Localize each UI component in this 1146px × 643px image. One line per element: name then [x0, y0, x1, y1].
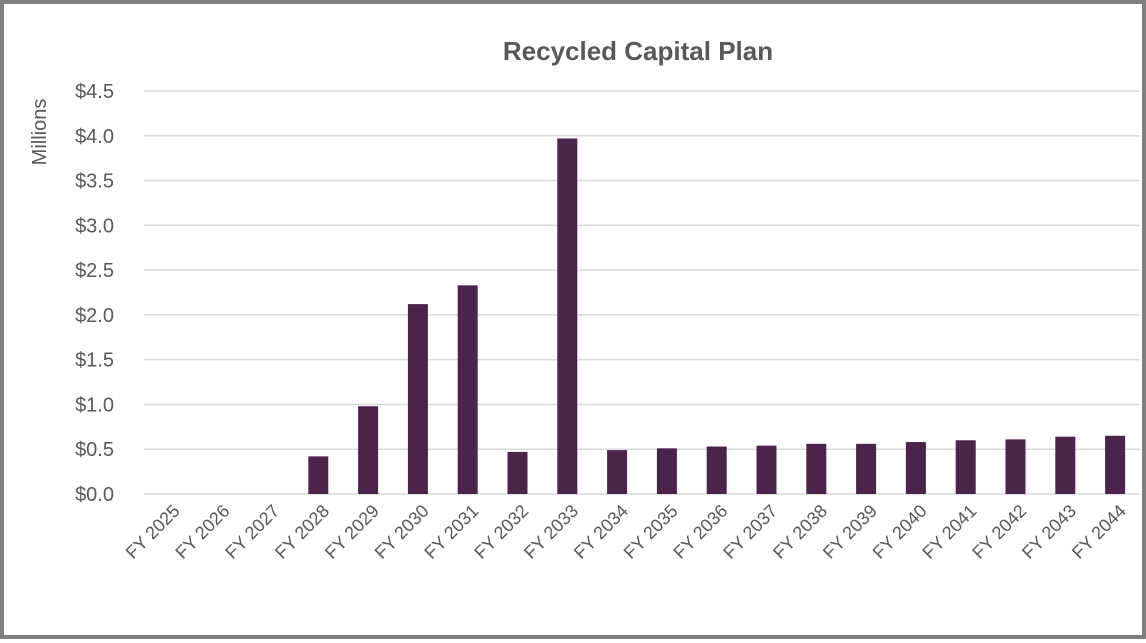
- x-tick-label: FY 2026: [171, 501, 233, 563]
- bar: [806, 443, 827, 494]
- x-tick-label: FY 2030: [371, 501, 433, 563]
- bar: [557, 138, 578, 494]
- bar: [1055, 436, 1076, 494]
- x-tick-label: FY 2028: [271, 501, 333, 563]
- x-tick-label: FY 2036: [669, 501, 731, 563]
- y-tick-label: $2.5: [75, 260, 114, 282]
- y-tick-label: $3.0: [75, 215, 114, 237]
- y-tick-label: $4.5: [75, 81, 114, 103]
- bars: [308, 138, 1126, 494]
- x-tick-label: FY 2037: [719, 501, 781, 563]
- gridlines: [144, 90, 1140, 495]
- bar: [856, 443, 877, 494]
- y-axis-ticks: $0.0 $0.5 $1.0 $1.5 $2.0 $2.5 $3.0 $3.5 $4.0 $4.5: [75, 81, 114, 506]
- y-tick-label: $4.0: [75, 126, 114, 148]
- bar: [905, 442, 926, 494]
- x-tick-label: FY 2041: [918, 501, 980, 563]
- bar: [955, 440, 976, 494]
- chart-title: Recycled Capital Plan: [503, 36, 773, 66]
- x-tick-label: FY 2034: [570, 501, 632, 563]
- x-tick-label: FY 2032: [470, 501, 532, 563]
- y-tick-label: $0.5: [75, 439, 114, 461]
- bar: [308, 456, 329, 494]
- x-tick-label: FY 2043: [1018, 501, 1080, 563]
- x-tick-label: FY 2033: [520, 501, 582, 563]
- x-tick-label: FY 2044: [1068, 501, 1130, 563]
- x-tick-label: FY 2027: [221, 501, 283, 563]
- x-tick-label: FY 2029: [321, 501, 383, 563]
- y-axis-label: Millions: [29, 99, 51, 166]
- bar: [457, 285, 478, 494]
- x-tick-label: FY 2025: [122, 501, 184, 563]
- x-tick-label: FY 2038: [769, 501, 831, 563]
- y-tick-label: $2.0: [75, 305, 114, 327]
- y-tick-label: $0.0: [75, 484, 114, 506]
- x-tick-label: FY 2035: [620, 501, 682, 563]
- bar: [656, 448, 677, 494]
- y-tick-label: $1.5: [75, 350, 114, 372]
- bar: [358, 406, 379, 494]
- bar: [607, 450, 628, 494]
- bar-chart: Recycled Capital Plan Millions $0.0$0.5$…: [29, 36, 1140, 563]
- y-tick-label: $1.0: [75, 394, 114, 416]
- bar: [756, 445, 777, 494]
- y-tick-label: $3.5: [75, 171, 114, 193]
- x-tick-label: FY 2031: [420, 501, 482, 563]
- bar: [1005, 439, 1026, 494]
- bar: [407, 304, 428, 494]
- x-tick-label: FY 2040: [869, 501, 931, 563]
- bar: [1105, 435, 1126, 494]
- x-tick-label: FY 2042: [968, 501, 1030, 563]
- bar: [507, 451, 528, 494]
- x-tick-label: FY 2039: [819, 501, 881, 563]
- bar: [706, 446, 727, 494]
